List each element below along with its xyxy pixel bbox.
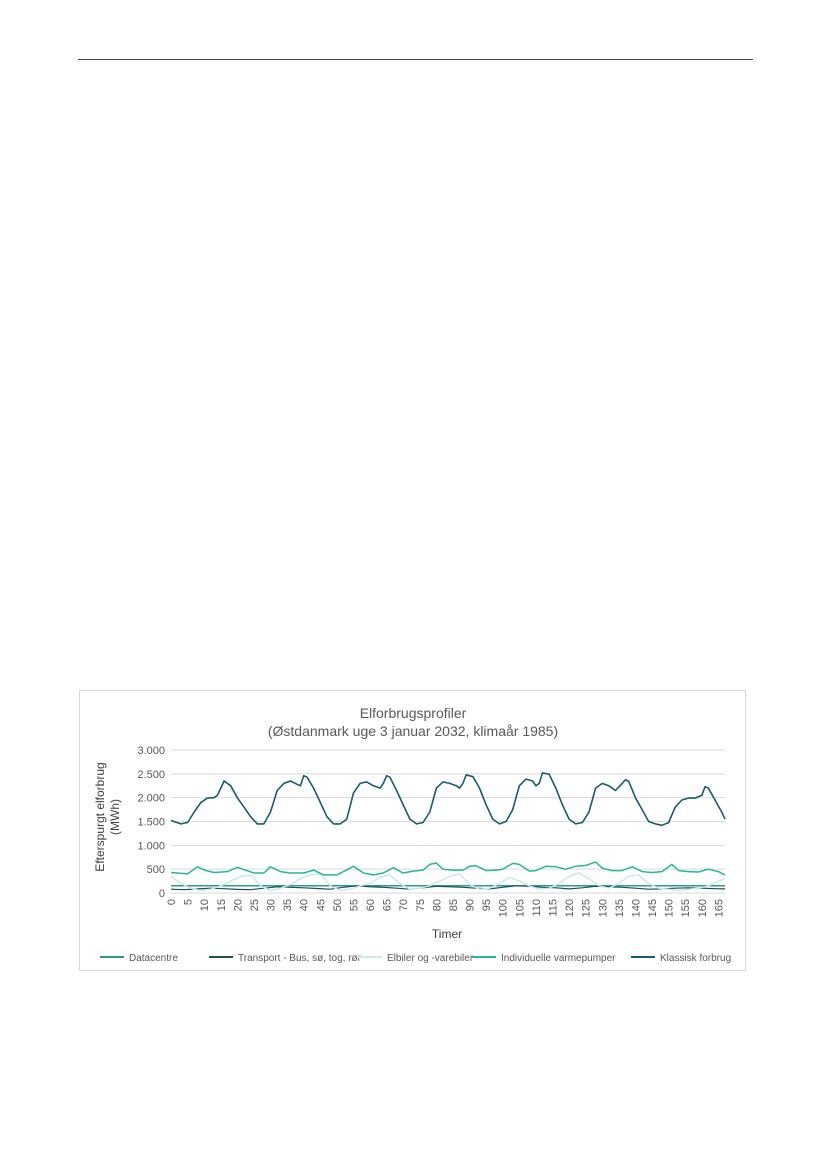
x-tick-label: 75 <box>415 899 427 911</box>
line-chart: Elforbrugsprofiler (Østdanmark uge 3 jan… <box>93 705 731 964</box>
x-tick-label: 30 <box>266 899 278 911</box>
x-tick-label: 10 <box>199 899 211 911</box>
gridlines <box>171 749 725 894</box>
x-tick-label: 160 <box>697 899 709 917</box>
x-tick-label: 100 <box>498 899 510 917</box>
x-tick-label: 20 <box>232 899 244 911</box>
x-tick-label: 135 <box>614 899 626 917</box>
y-tick-label: 2.500 <box>137 769 165 781</box>
x-tick-label: 105 <box>514 899 526 917</box>
x-tick-label: 145 <box>647 899 659 917</box>
x-tick-labels: 0 5 10 15 20 25 30 35 40 45 50 55 60 65 70 75 80 85 90 95 10… <box>166 899 725 917</box>
x-tick-label: 80 <box>431 899 443 911</box>
x-tick-label: 90 <box>465 899 477 911</box>
x-tick-label: 65 <box>382 899 394 911</box>
x-tick-label: 50 <box>332 899 344 911</box>
x-tick-label: 110 <box>531 899 543 917</box>
chart-title: Elforbrugsprofiler <box>360 705 467 721</box>
legend-label: Individuelle varmepumper <box>501 953 616 964</box>
chart-legend: Datacentre Transport - Bus, sø, tog, rør E… <box>100 953 731 964</box>
y-tick-label: 0 <box>159 888 165 900</box>
x-tick-label: 55 <box>348 899 360 911</box>
page-header-rule <box>78 59 753 60</box>
x-tick-label: 45 <box>315 899 327 911</box>
x-tick-label: 165 <box>713 899 725 917</box>
chart-subtitle: (Østdanmark uge 3 januar 2032, klimaår 1… <box>268 723 558 739</box>
x-tick-label: 60 <box>365 899 377 911</box>
x-tick-label: 150 <box>664 899 676 917</box>
series-line <box>170 772 726 827</box>
y-tick-label: 500 <box>147 864 165 876</box>
y-tick-label: 2.000 <box>137 793 165 805</box>
x-tick-label: 35 <box>282 899 294 911</box>
x-tick-label: 15 <box>216 899 228 911</box>
y-tick-label: 1.000 <box>137 840 165 852</box>
x-tick-label: 125 <box>581 899 593 917</box>
x-tick-label: 95 <box>481 899 493 911</box>
series-line <box>170 872 726 892</box>
x-tick-label: 115 <box>547 899 559 917</box>
x-tick-label: 85 <box>448 899 460 911</box>
x-tick-label: 130 <box>597 899 609 917</box>
y-axis-label-line1: Efterspurgt elforbrug <box>93 762 107 871</box>
x-axis-label: Timer <box>432 927 462 941</box>
series-line <box>170 861 726 876</box>
chart-container: Elforbrugsprofiler (Østdanmark uge 3 jan… <box>79 690 746 971</box>
y-tick-label: 1.500 <box>137 817 165 829</box>
legend-label: Transport - Bus, sø, tog, rør <box>238 953 362 964</box>
x-tick-label: 25 <box>249 899 261 911</box>
x-tick-label: 155 <box>680 899 692 917</box>
x-tick-label: 70 <box>398 899 410 911</box>
x-tick-label: 40 <box>299 899 311 911</box>
x-tick-label: 0 <box>166 899 178 905</box>
x-tick-label: 140 <box>630 899 642 917</box>
x-tick-label: 120 <box>564 899 576 917</box>
y-axis-label-line2: (MWh) <box>108 799 122 835</box>
legend-label: Klassisk forbrug <box>660 953 731 964</box>
y-tick-label: 3.000 <box>137 745 165 757</box>
legend-label: Elbiler og -varebiler <box>387 953 474 964</box>
series-lines <box>170 772 726 892</box>
legend-label: Datacentre <box>129 953 178 964</box>
y-tick-labels: 0 500 1.000 1.500 2.000 2.500 3.000 <box>137 745 165 900</box>
x-tick-label: 5 <box>183 899 195 905</box>
